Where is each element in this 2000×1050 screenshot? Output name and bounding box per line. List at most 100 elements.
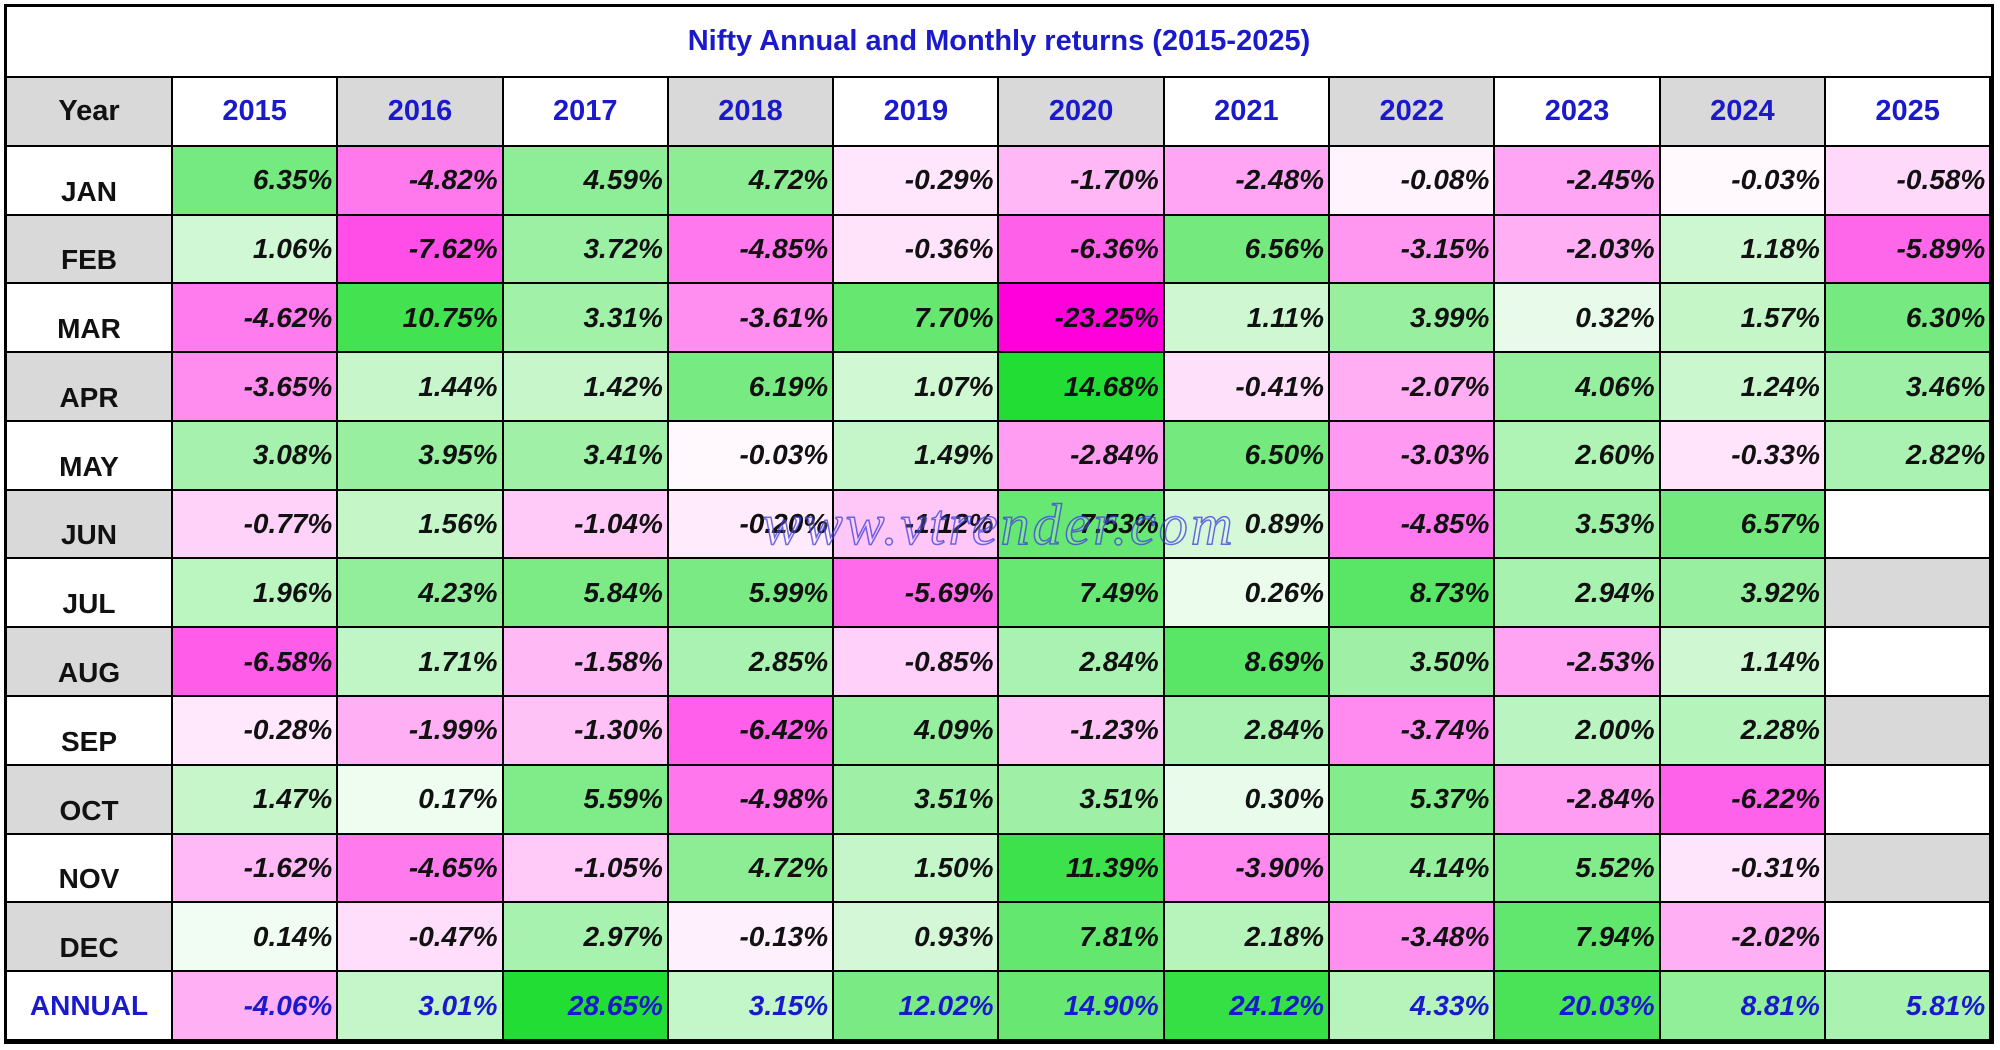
return-cell-apr-2024: 1.24%	[1660, 353, 1826, 422]
return-cell-apr-2021: -0.41%	[1164, 353, 1331, 422]
return-cell-may-2023: 2.60%	[1495, 421, 1661, 491]
return-cell-feb-2018: -4.85%	[668, 215, 835, 285]
return-cell-dec-2019: 0.93%	[834, 903, 1000, 973]
return-cell-feb-2019: -0.36%	[834, 215, 1000, 285]
return-cell-aug-2016: 1.71%	[338, 628, 504, 698]
return-cell-sep-2015: -0.28%	[173, 697, 339, 766]
return-cell-apr-2022: -2.07%	[1330, 353, 1496, 422]
return-cell-sep-2020: -1.23%	[999, 697, 1165, 766]
return-cell-jun-2022: -4.85%	[1330, 490, 1496, 560]
return-cell-oct-2019: 3.51%	[834, 765, 1000, 835]
annual-return-2021: 24.12%	[1164, 972, 1331, 1041]
return-cell-mar-2017: 3.31%	[503, 284, 669, 354]
return-cell-may-2024: -0.33%	[1660, 421, 1826, 491]
empty-cell-aug-2025	[1825, 628, 1992, 698]
return-cell-may-2016: 3.95%	[338, 421, 504, 491]
return-cell-jun-2018: -0.20%	[668, 490, 835, 560]
month-label-oct: OCT	[7, 765, 173, 835]
return-cell-nov-2018: 4.72%	[668, 834, 835, 904]
return-cell-apr-2020: 14.68%	[999, 353, 1165, 422]
return-cell-may-2017: 3.41%	[503, 421, 669, 491]
return-cell-may-2022: -3.03%	[1330, 421, 1496, 491]
return-cell-jun-2017: -1.04%	[503, 490, 669, 560]
return-cell-jan-2022: -0.08%	[1330, 146, 1496, 216]
return-cell-jan-2021: -2.48%	[1164, 146, 1331, 216]
empty-cell-oct-2025	[1825, 765, 1992, 835]
month-label-may: MAY	[7, 421, 173, 491]
month-label-aug: AUG	[7, 628, 173, 698]
return-cell-jan-2025: -0.58%	[1825, 146, 1992, 216]
return-cell-aug-2017: -1.58%	[503, 628, 669, 698]
return-cell-may-2020: -2.84%	[999, 421, 1165, 491]
year-column-header: Year	[7, 78, 173, 147]
year-header-2021: 2021	[1164, 78, 1331, 147]
annual-row-label: ANNUAL	[7, 972, 173, 1041]
return-cell-oct-2024: -6.22%	[1660, 765, 1826, 835]
return-cell-nov-2023: 5.52%	[1495, 834, 1661, 904]
return-cell-jul-2015: 1.96%	[173, 559, 339, 629]
month-label-sep: SEP	[7, 697, 173, 766]
return-cell-nov-2022: 4.14%	[1330, 834, 1496, 904]
returns-grid: Year 2015 2016 2017 2018 2019 2020 2021 2022 2023…	[7, 78, 1992, 1041]
empty-cell-sep-2025	[1825, 697, 1992, 766]
return-cell-jan-2015: 6.35%	[173, 146, 339, 216]
return-cell-feb-2015: 1.06%	[173, 215, 339, 285]
year-header-2022: 2022	[1330, 78, 1496, 147]
year-header-2025: 2025	[1825, 78, 1992, 147]
return-cell-dec-2022: -3.48%	[1330, 903, 1496, 973]
empty-cell-jul-2025	[1825, 559, 1992, 629]
return-cell-may-2021: 6.50%	[1164, 421, 1331, 491]
return-cell-dec-2016: -0.47%	[338, 903, 504, 973]
annual-return-2025: 5.81%	[1825, 972, 1992, 1041]
return-cell-feb-2017: 3.72%	[503, 215, 669, 285]
return-cell-jan-2016: -4.82%	[338, 146, 504, 216]
return-cell-apr-2018: 6.19%	[668, 353, 835, 422]
empty-cell-dec-2025	[1825, 903, 1992, 973]
return-cell-mar-2025: 6.30%	[1825, 284, 1992, 354]
return-cell-jul-2020: 7.49%	[999, 559, 1165, 629]
return-cell-apr-2017: 1.42%	[503, 353, 669, 422]
return-cell-mar-2018: -3.61%	[668, 284, 835, 354]
return-cell-sep-2017: -1.30%	[503, 697, 669, 766]
year-header-2016: 2016	[338, 78, 504, 147]
return-cell-jun-2021: 0.89%	[1164, 490, 1331, 560]
return-cell-mar-2023: 0.32%	[1495, 284, 1661, 354]
month-label-apr: APR	[7, 353, 173, 422]
year-header-2024: 2024	[1660, 78, 1826, 147]
return-cell-apr-2025: 3.46%	[1825, 353, 1992, 422]
return-cell-jan-2020: -1.70%	[999, 146, 1165, 216]
return-cell-jun-2023: 3.53%	[1495, 490, 1661, 560]
return-cell-apr-2016: 1.44%	[338, 353, 504, 422]
return-cell-jun-2019: -1.12%	[834, 490, 1000, 560]
return-cell-dec-2020: 7.81%	[999, 903, 1165, 973]
return-cell-mar-2015: -4.62%	[173, 284, 339, 354]
return-cell-jan-2024: -0.03%	[1660, 146, 1826, 216]
return-cell-jul-2022: 8.73%	[1330, 559, 1496, 629]
annual-return-2019: 12.02%	[834, 972, 1000, 1041]
return-cell-feb-2024: 1.18%	[1660, 215, 1826, 285]
return-cell-aug-2023: -2.53%	[1495, 628, 1661, 698]
return-cell-jun-2016: 1.56%	[338, 490, 504, 560]
empty-cell-nov-2025	[1825, 834, 1992, 904]
return-cell-nov-2015: -1.62%	[173, 834, 339, 904]
return-cell-jun-2015: -0.77%	[173, 490, 339, 560]
return-cell-dec-2021: 2.18%	[1164, 903, 1331, 973]
month-label-jun: JUN	[7, 490, 173, 560]
return-cell-mar-2016: 10.75%	[338, 284, 504, 354]
return-cell-jul-2024: 3.92%	[1660, 559, 1826, 629]
return-cell-mar-2020: -23.25%	[999, 284, 1165, 354]
return-cell-jan-2023: -2.45%	[1495, 146, 1661, 216]
return-cell-aug-2021: 8.69%	[1164, 628, 1331, 698]
month-label-jul: JUL	[7, 559, 173, 629]
return-cell-oct-2015: 1.47%	[173, 765, 339, 835]
month-label-jan: JAN	[7, 146, 173, 216]
return-cell-jul-2021: 0.26%	[1164, 559, 1331, 629]
return-cell-apr-2019: 1.07%	[834, 353, 1000, 422]
annual-return-2015: -4.06%	[173, 972, 339, 1041]
year-header-2020: 2020	[999, 78, 1165, 147]
year-header-2023: 2023	[1495, 78, 1661, 147]
annual-return-2018: 3.15%	[668, 972, 835, 1041]
return-cell-apr-2023: 4.06%	[1495, 353, 1661, 422]
return-cell-feb-2023: -2.03%	[1495, 215, 1661, 285]
return-cell-sep-2016: -1.99%	[338, 697, 504, 766]
